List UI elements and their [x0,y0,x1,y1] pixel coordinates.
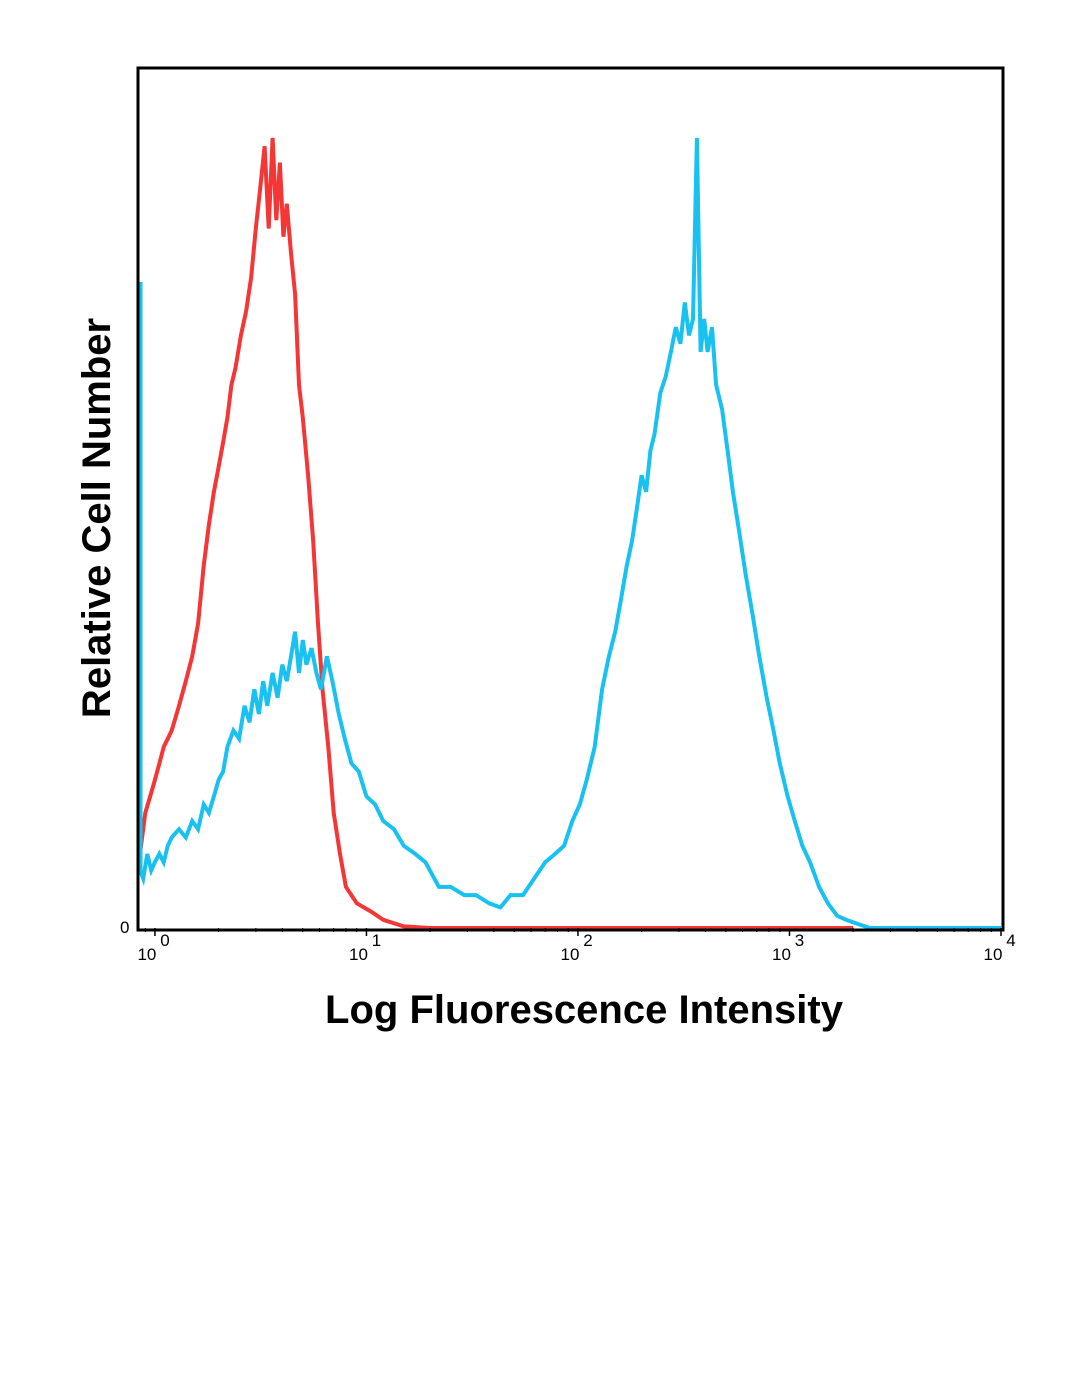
series-1-line [138,137,854,930]
x-tick-label-base: 10 [772,945,791,964]
x-tick-label-exponent: 0 [160,931,169,950]
plot-frame [136,66,1005,932]
x-tick-label-exponent: 3 [795,931,804,950]
y-tick-zero-label: 0 [120,918,129,937]
x-tick-label-exponent: 4 [1006,931,1015,950]
x-axis-title: Log Fluorescence Intensity [325,988,844,1032]
x-tick-label-exponent: 2 [583,931,592,950]
series-2-line [138,137,1001,930]
x-tick-label-base: 10 [984,945,1003,964]
x-tick-label-base: 10 [561,945,580,964]
x-tick-label-base: 10 [137,945,156,964]
y-axis-title: Relative Cell Number [75,318,119,718]
x-tick-label-exponent: 1 [372,931,381,950]
x-tick-label-base: 10 [349,945,368,964]
series-layer [138,137,1001,930]
